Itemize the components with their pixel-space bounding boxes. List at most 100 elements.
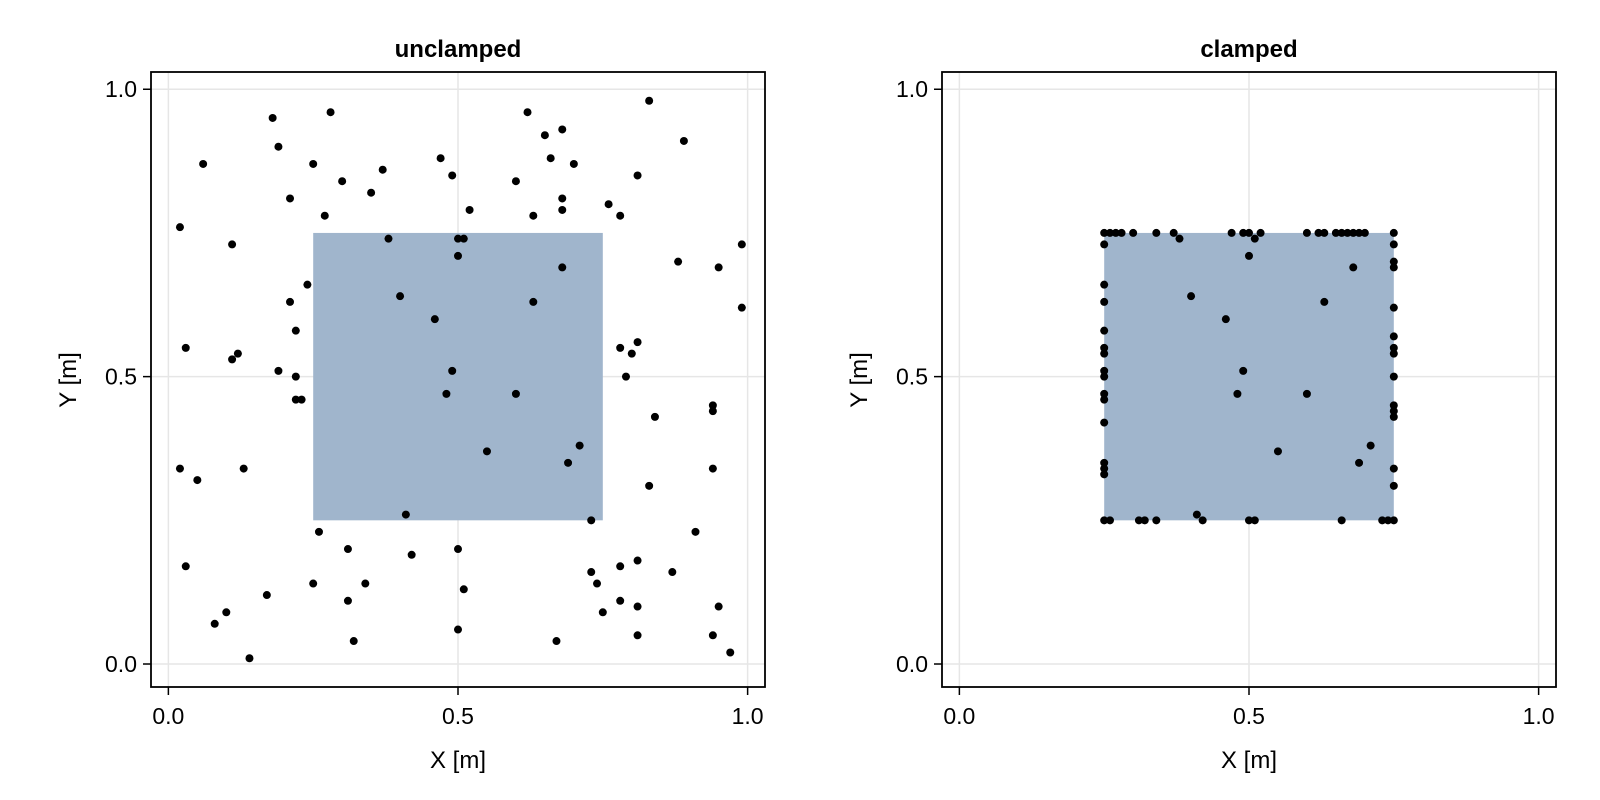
scatter-point-55 [1152, 516, 1161, 525]
scatter-point-20 [291, 372, 300, 381]
scatter-point-98 [737, 240, 746, 249]
scatter-point-17 [286, 194, 295, 203]
scatter-point-23 [1100, 240, 1109, 249]
scatter-point-31 [1100, 389, 1109, 398]
scatter-point-56 [1192, 510, 1201, 519]
scatter-point-51 [465, 205, 474, 214]
x-tick-label-2: 1.0 [1523, 703, 1555, 729]
y-tick-label-0: 0.0 [105, 651, 137, 677]
x-tick-label-0: 0.0 [152, 703, 184, 729]
scatter-point-60 [1337, 516, 1346, 525]
scatter-point-31 [343, 596, 352, 605]
chart-title: clamped [1200, 36, 1297, 63]
scatter-point-4 [193, 476, 202, 485]
scatter-point-69 [1302, 389, 1311, 398]
scatter-point-45 [1389, 401, 1398, 410]
scatter-point-4 [1129, 228, 1138, 237]
scatter-point-79 [633, 338, 642, 347]
scatter-point-15 [274, 142, 283, 151]
scatter-point-24 [1100, 280, 1109, 289]
scatter-point-71 [1349, 263, 1358, 272]
region-rect [313, 232, 603, 521]
panel-unclamped: unclamped 0.0 0.5 1.0 0.0 0.5 1.0 X [m] … [55, 36, 766, 774]
scatter-point-19 [291, 326, 300, 335]
scatter-point-59 [1250, 516, 1259, 525]
scatter-point-29 [338, 177, 347, 186]
scatter-point-40 [1389, 303, 1398, 312]
scatter-point-9 [210, 619, 219, 628]
scatter-point-44 [448, 171, 457, 180]
scatter-point-62 [1384, 516, 1393, 525]
scatter-point-61 [558, 125, 567, 134]
y-tick-label-2: 1.0 [105, 76, 137, 102]
scatter-point-66 [1239, 366, 1248, 375]
chart-title: unclamped [395, 36, 522, 63]
scatter-point-15 [1320, 228, 1329, 237]
scatter-point-26 [1100, 326, 1109, 335]
scatter-point-93 [708, 407, 717, 416]
scatter-point-25 [1100, 297, 1109, 306]
scatter-point-46 [459, 234, 468, 243]
scatter-point-19 [1349, 228, 1358, 237]
scatter-point-38 [401, 510, 410, 519]
scatter-point-51 [1100, 516, 1109, 525]
scatter-point-24 [309, 159, 318, 168]
y-tick-label-1: 0.5 [105, 364, 137, 390]
scatter-point-41 [436, 154, 445, 163]
scatter-point-46 [1389, 407, 1398, 416]
scatter-point-1 [1105, 228, 1114, 237]
scatter-point-48 [1389, 464, 1398, 473]
scatter-point-2 [199, 159, 208, 168]
scatter-point-5 [1152, 228, 1161, 237]
scatter-point-59 [546, 154, 555, 163]
scatter-point-97 [726, 648, 735, 657]
scatter-point-58 [1245, 516, 1253, 525]
scatter-point-60 [552, 637, 561, 646]
scatter-point-69 [587, 568, 596, 577]
scatter-point-66 [569, 159, 578, 168]
scatter-point-27 [320, 211, 329, 220]
scatter-point-94 [708, 631, 717, 640]
scatter-point-3 [175, 464, 184, 473]
scatter-point-64 [558, 263, 567, 272]
scatter-point-6 [1169, 228, 1178, 237]
scatter-point-18 [286, 297, 295, 306]
scatter-point-68 [1273, 447, 1282, 456]
scatter-point-91 [708, 464, 717, 473]
scatter-point-62 [558, 194, 567, 203]
scatter-point-71 [598, 608, 607, 617]
scatter-point-20 [1355, 228, 1364, 237]
scatter-point-12 [245, 654, 254, 663]
scatter-point-75 [621, 372, 630, 381]
scatter-point-11 [239, 464, 248, 473]
scatter-point-25 [309, 579, 318, 588]
scatter-point-37 [396, 292, 405, 301]
x-tick-label-0: 0.0 [943, 703, 975, 729]
scatter-point-87 [668, 568, 677, 577]
scatter-point-34 [1100, 458, 1109, 467]
scatter-point-57 [529, 297, 538, 306]
y-tick-label-0: 0.0 [896, 651, 928, 677]
scatter-point-39 [1389, 263, 1398, 272]
scatter-point-8 [233, 349, 242, 358]
scatter-point-38 [1389, 257, 1398, 266]
x-axis-label: X [m] [430, 747, 486, 774]
scatter-point-55 [523, 108, 532, 117]
scatter-points [1100, 228, 1398, 525]
scatter-point-92 [708, 401, 717, 410]
scatter-point-82 [633, 602, 642, 611]
y-tick-label-2: 1.0 [896, 76, 928, 102]
scatter-point-47 [1389, 412, 1398, 421]
scatter-point-63 [1187, 292, 1196, 301]
scatter-point-74 [616, 343, 625, 352]
scatter-point-7 [1175, 234, 1184, 243]
scatter-point-52 [482, 447, 491, 456]
scatter-point-65 [1233, 389, 1242, 398]
scatter-point-21 [1360, 228, 1369, 237]
scatter-point-6 [228, 240, 237, 249]
scatter-point-10 [222, 608, 231, 617]
scatter-point-43 [448, 366, 457, 375]
scatter-point-77 [616, 596, 625, 605]
scatter-points [175, 96, 746, 663]
scatter-point-68 [587, 516, 596, 525]
